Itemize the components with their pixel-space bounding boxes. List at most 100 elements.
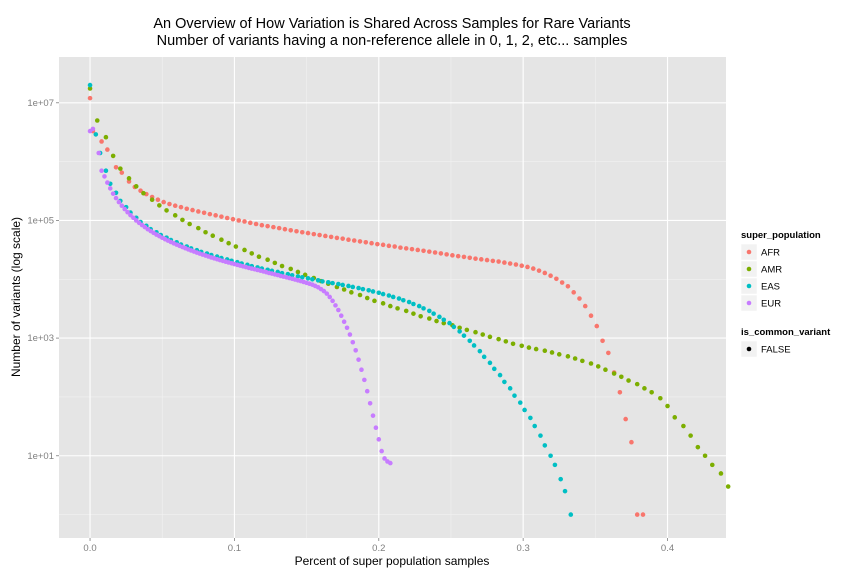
- data-point-eas: [522, 407, 527, 413]
- data-point-eas: [512, 393, 517, 398]
- data-point-amr: [619, 374, 624, 380]
- data-point-eas: [411, 301, 416, 307]
- data-point-eas: [289, 272, 295, 278]
- data-point-afr: [196, 209, 201, 214]
- data-point-afr: [588, 313, 594, 319]
- data-point-eas: [441, 317, 447, 323]
- data-point-afr: [536, 268, 542, 273]
- data-point-eas: [370, 289, 376, 294]
- data-point-eur: [90, 126, 96, 132]
- legend-label-amr: AMR: [761, 265, 782, 276]
- data-point-eur: [370, 413, 376, 418]
- data-point-amr: [265, 257, 270, 263]
- data-point-eas: [491, 366, 497, 372]
- data-point-afr: [276, 225, 282, 231]
- data-point-eur: [382, 456, 387, 461]
- data-point-amr: [380, 301, 386, 306]
- data-point-eas: [532, 423, 538, 429]
- data-point-eur: [344, 325, 350, 331]
- data-point-eur: [131, 215, 136, 221]
- data-point-afr: [213, 213, 218, 218]
- data-point-eas: [325, 279, 331, 285]
- data-point-eur: [110, 191, 116, 196]
- data-point-eur: [113, 195, 119, 201]
- data-point-eas: [481, 354, 487, 360]
- data-point-afr: [554, 276, 559, 282]
- grid-major: [59, 57, 726, 538]
- data-point-amr: [603, 367, 608, 373]
- data-point-eas: [517, 400, 523, 405]
- data-point-amr: [681, 423, 686, 429]
- data-point-eas: [416, 303, 422, 309]
- data-point-afr: [565, 283, 571, 289]
- data-point-afr: [178, 204, 184, 210]
- data-point-amr: [172, 213, 178, 218]
- y-tick-label: 1e+03: [27, 333, 54, 344]
- data-point-amr: [418, 313, 423, 319]
- data-point-eas: [562, 488, 568, 494]
- data-point-eas: [497, 372, 503, 378]
- data-point-afr: [299, 229, 305, 235]
- data-point-afr: [242, 219, 247, 224]
- data-point-afr: [253, 221, 259, 227]
- data-point-afr: [294, 228, 299, 234]
- data-point-afr: [559, 280, 565, 285]
- data-point-amr: [219, 237, 224, 243]
- data-point-afr: [438, 251, 444, 256]
- data-point-amr: [203, 229, 208, 235]
- data-point-amr: [126, 176, 132, 181]
- data-point-afr: [334, 235, 340, 241]
- data-point-afr: [282, 226, 288, 232]
- data-point-amr: [556, 352, 562, 357]
- data-point-eas: [350, 284, 356, 290]
- data-point-eas: [376, 290, 382, 296]
- data-point-afr: [375, 241, 380, 247]
- data-point-eur: [379, 448, 384, 454]
- legend-label-eas: EAS: [761, 282, 780, 293]
- legend-swatch-false: [746, 346, 752, 352]
- data-point-afr: [513, 262, 519, 267]
- legend-swatch-eas: [746, 283, 752, 289]
- data-point-amr: [725, 484, 731, 489]
- data-point-eas: [305, 275, 311, 281]
- data-point-eur: [99, 168, 104, 174]
- data-point-amr: [233, 244, 239, 249]
- data-point-afr: [190, 207, 195, 213]
- data-point-afr: [623, 416, 628, 422]
- data-point-amr: [588, 361, 594, 366]
- data-point-amr: [549, 350, 555, 355]
- data-point-afr: [403, 246, 409, 251]
- data-point-eas: [299, 275, 305, 280]
- data-point-afr: [502, 260, 507, 265]
- data-point-afr: [323, 233, 328, 239]
- data-point-amr: [649, 389, 654, 395]
- data-point-amr: [688, 433, 693, 438]
- data-point-eur: [364, 388, 370, 394]
- data-point-amr: [464, 327, 470, 333]
- data-point-eas: [528, 415, 533, 421]
- data-point-eas: [315, 278, 321, 283]
- data-point-afr: [230, 216, 236, 222]
- data-point-afr: [351, 238, 357, 243]
- data-point-eas: [386, 293, 392, 298]
- data-point-amr: [288, 266, 294, 272]
- data-point-afr: [571, 290, 576, 295]
- data-point-amr: [487, 334, 493, 340]
- data-point-afr: [161, 199, 166, 205]
- data-point-afr: [155, 197, 161, 203]
- data-point-afr: [455, 253, 461, 259]
- data-point-amr: [718, 471, 724, 476]
- data-point-afr: [409, 246, 415, 252]
- data-point-amr: [256, 254, 262, 259]
- data-point-afr: [450, 253, 455, 258]
- data-point-afr: [207, 211, 213, 217]
- data-point-eur: [327, 294, 332, 300]
- data-point-amr: [226, 240, 231, 246]
- data-point-afr: [473, 256, 478, 261]
- data-point-eur: [330, 298, 335, 304]
- data-point-eas: [346, 283, 351, 289]
- data-point-afr: [519, 263, 525, 269]
- x-tick-label: 0.3: [517, 543, 530, 554]
- data-point-eas: [406, 299, 412, 305]
- data-point-eas: [310, 276, 315, 282]
